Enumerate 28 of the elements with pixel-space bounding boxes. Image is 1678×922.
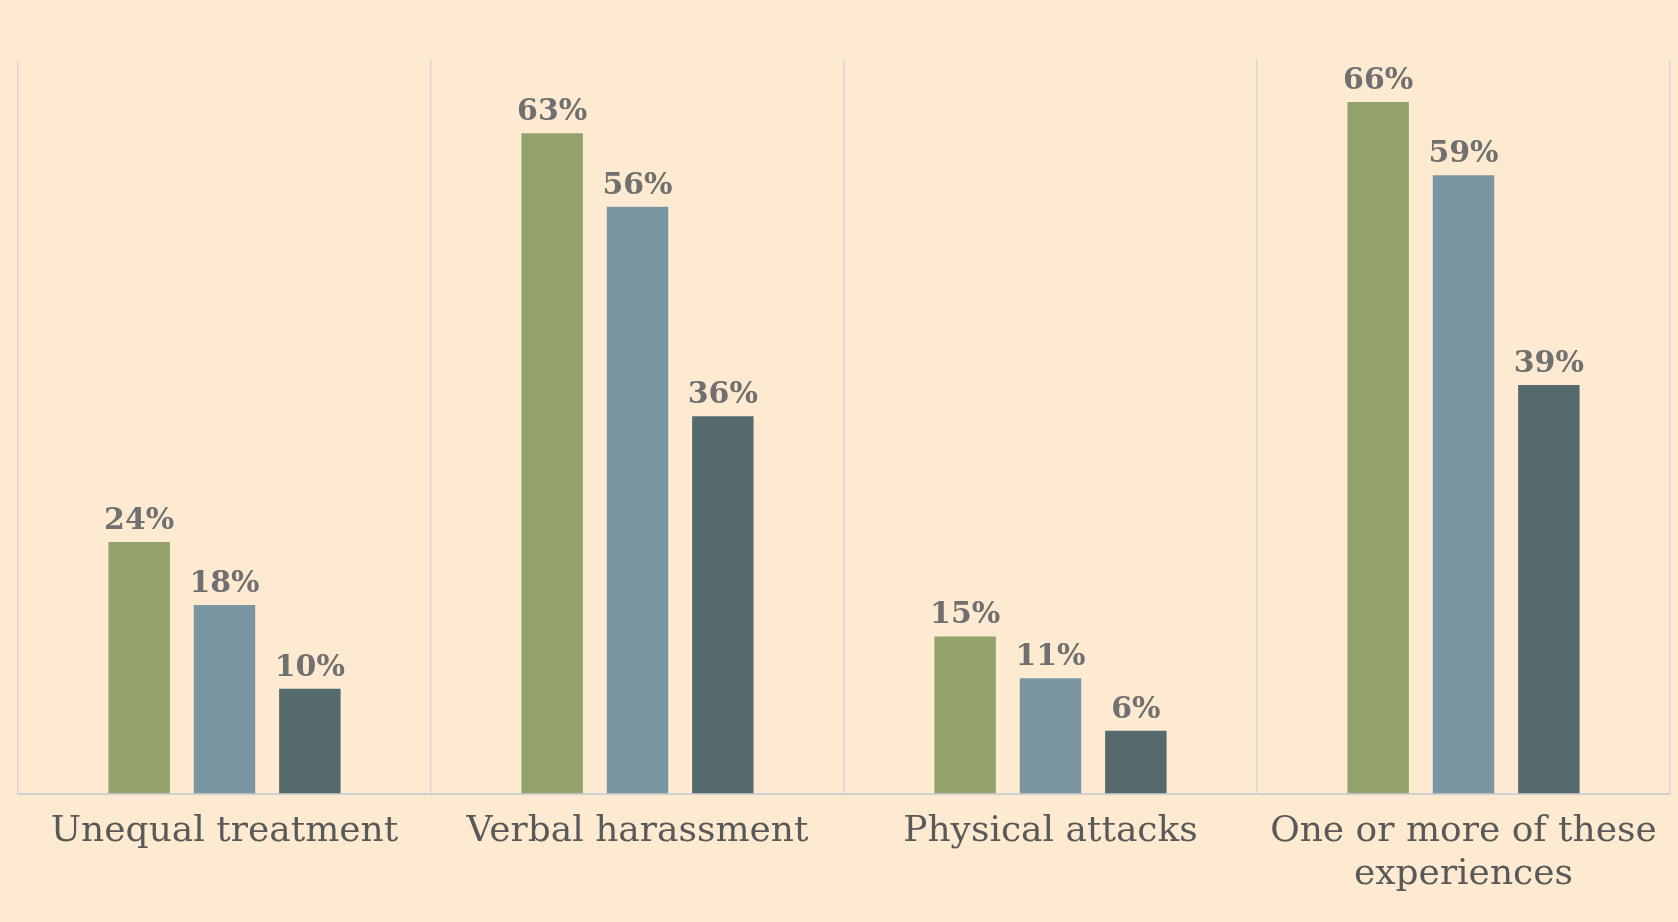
data-label: 11% — [1015, 637, 1086, 673]
data-label: 63% — [517, 92, 588, 128]
x-tick-label: Physical attacks — [903, 807, 1198, 849]
x-tick-label: One or more of these experiences — [1270, 807, 1657, 892]
bar — [521, 133, 583, 794]
bar — [934, 636, 996, 794]
bar — [1518, 384, 1580, 794]
bar — [606, 206, 669, 794]
data-label: 39% — [1513, 343, 1584, 379]
data-label: 36% — [687, 375, 758, 411]
data-label: 66% — [1343, 60, 1414, 96]
data-label: 15% — [930, 595, 1001, 631]
data-label: 10% — [274, 647, 345, 683]
bar — [1432, 175, 1495, 794]
bar — [1347, 101, 1409, 794]
bar — [193, 604, 256, 794]
x-tick-label: Unequal treatment — [50, 807, 399, 849]
data-label: 6% — [1111, 689, 1161, 725]
bar — [1019, 678, 1082, 794]
bar — [279, 688, 341, 794]
bar — [692, 416, 754, 794]
bar — [1105, 730, 1167, 794]
x-tick-label: Verbal harassment — [465, 807, 810, 849]
data-label: 56% — [602, 165, 673, 201]
bar — [108, 542, 170, 794]
data-label: 59% — [1428, 134, 1499, 170]
data-label: 18% — [189, 563, 260, 599]
data-label: 24% — [104, 500, 175, 536]
